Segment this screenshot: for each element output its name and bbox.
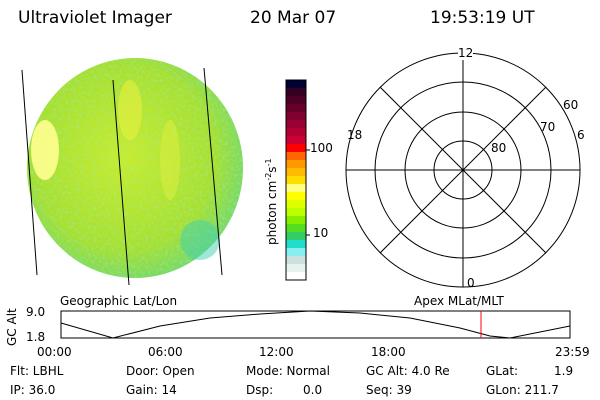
instrument-title: Ultraviolet Imager [18,8,172,28]
colorbar-swatch [286,112,306,121]
colorbar-swatch [286,160,306,169]
colorbar-swatch [286,128,306,137]
colorbar-swatch [286,168,306,177]
colorbar-label-exp1: -2 [264,172,273,181]
colorbar-swatch [286,256,306,265]
colorbar-label-exp2: -1 [264,158,273,167]
x-tick: 18:00 [371,345,406,359]
glat-label: GLat: [486,364,519,378]
colorbar-swatch [286,216,306,225]
colorbar-swatch [286,88,306,97]
filter-info: Flt: LBHL [10,364,64,378]
dsp-value: 0.0 [303,383,323,397]
mlt-label-18: 18 [347,128,363,142]
glon-info: GLon: 211.7 [486,383,559,397]
door-info: Door: Open [126,364,195,378]
uv-image [21,58,243,286]
colorbar-label-base: photon cm [265,180,279,245]
colorbar-swatch [286,136,306,145]
mode-info: Mode: Normal [246,364,330,378]
y-tick-1.8: 1.8 [26,330,46,344]
colorbar-swatch [286,96,306,105]
colorbar-swatch [286,224,306,233]
y-axis-label: GC Alt [5,308,19,346]
lat-label-70: 70 [540,120,556,134]
glat-value: 1.9 [554,364,574,378]
colorbar-swatch [286,272,306,281]
lat-label-80: 80 [491,141,507,155]
colorbar-swatch [286,120,306,129]
mlt-label-12: 12 [458,46,474,60]
apex-title: Apex MLat/MLT [414,294,504,308]
colorbar-swatch [286,192,306,201]
colorbar-swatch [286,104,306,113]
time-label: 19:53:19 UT [430,8,535,28]
longitude-line [112,79,130,286]
colorbar-swatch [286,232,306,241]
colorbar-swatch [286,176,306,185]
colorbar-swatch [286,184,306,193]
mlt-label-0: 0 [467,276,475,290]
gc-alt-info: GC Alt: 4.0 Re [366,364,450,378]
polar-grid [345,52,581,288]
colorbar-swatch [286,240,306,249]
longitude-line [203,67,223,276]
gain-info: Gain: 14 [126,383,177,397]
seq-info: Seq: 39 [366,383,412,397]
colorbar-swatch [286,80,306,89]
colorbar-swatch [286,152,306,161]
colorbar-label-s: s [265,166,279,173]
x-tick: 06:00 [148,345,183,359]
y-tick-9: 9.0 [26,305,46,319]
x-tick: 23:59 [555,345,590,359]
geographic-title: Geographic Lat/Lon [60,294,178,308]
mlt-label-6: 6 [577,128,585,142]
colorbar-frame [285,79,307,281]
colorbar-swatch [286,208,306,217]
x-tick: 12:00 [259,345,294,359]
colorbar-swatch [286,200,306,209]
dsp-label: Dsp: [246,383,274,397]
colorbar-swatch [286,248,306,257]
ip-info: IP: 36.0 [10,383,56,397]
colorbar-swatch [286,144,306,153]
longitude-line [21,69,38,276]
lat-label-60: 60 [563,98,579,112]
date-label: 20 Mar 07 [250,8,337,28]
colorbar-tick-100: 100 [310,141,333,155]
colorbar-swatch [286,264,306,273]
colorbar [285,79,310,281]
x-tick: 00:00 [37,345,72,359]
colorbar-label: photon cm-2s-1 [264,158,279,245]
timeline-plot [60,310,571,339]
colorbar-tick-10: 10 [313,226,329,240]
